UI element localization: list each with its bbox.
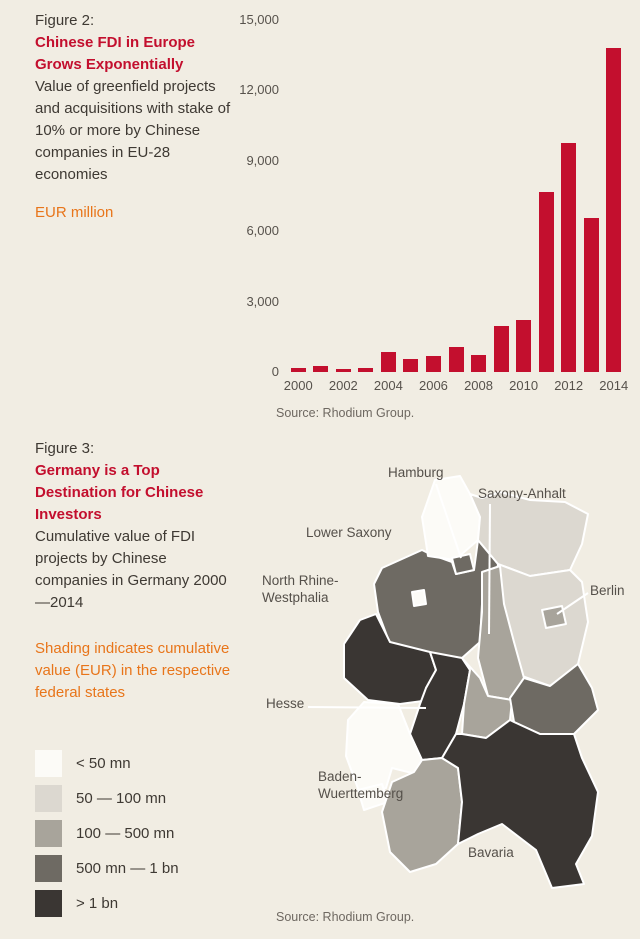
bar-2005 [403,359,419,372]
berlin-leader-line [556,592,589,615]
legend-row: 100 — 500 mn [35,820,179,847]
bar-2009 [493,326,509,372]
figure3-note: Shading indicates cumulative value (EUR)… [35,640,231,701]
figure3-title: Germany is a Top Destination for Chinese… [35,462,204,523]
y-tick-label: 0 [271,364,279,379]
x-tick-label: 2004 [373,378,403,393]
bar-2004 [380,352,396,372]
state-bavaria [441,719,599,889]
map-label-berlin: Berlin [590,583,625,598]
y-tick-label: 9,000 [246,152,279,168]
fdi-bar-chart: 0 3,000 6,000 9,000 12,000 15,000 2000 2002 200… [235,10,635,410]
legend-label: > 1 bn [76,895,119,912]
figure2-source: Source: Rhodium Group. [276,406,415,420]
state-rhineland-palatinate [345,701,423,795]
legend-row: 500 mn — 1 bn [35,855,179,882]
figure2-text-block: Figure 2: Chinese FDI in Europe Grows Ex… [35,10,237,224]
x-tick-label: 2010 [509,378,539,393]
legend-swatch [35,855,62,882]
state-schleswig-holstein [421,475,481,561]
bar-2010 [516,320,532,372]
x-tick-label: 2002 [328,378,358,393]
hesse-leader-line [307,706,427,709]
x-tick-label: 2014 [599,378,629,393]
y-tick-label: 6,000 [246,223,279,239]
bar-2014 [606,48,622,372]
state-hamburg [451,553,475,575]
map-label-baden-wuerttemberg: Baden-Wuerttemberg [318,769,404,801]
map-label-saxony-anhalt: Saxony-Anhalt [478,486,566,501]
bar-2013 [583,218,599,372]
bar-2002 [335,368,351,372]
map-legend: < 50 mn 50 — 100 mn 100 — 500 mn 500 mn … [35,750,179,925]
state-north-rhine-westphalia [343,613,437,705]
y-tick-label: 12,000 [239,82,279,98]
legend-label: 500 mn — 1 bn [76,860,179,877]
bar-2007 [448,347,464,372]
bar-2001 [313,366,329,372]
map-label-north-rhine-westphalia: North Rhine-Westphalia [262,573,339,605]
fig2-x-axis: 2000 2002 2004 2006 2008 2010 2012 2014 [235,10,635,410]
map-label-hesse: Hesse [266,696,305,711]
map-label-lower-saxony: Lower Saxony [306,525,392,540]
y-tick-label: 15,000 [239,12,279,27]
bar-2003 [358,368,374,372]
figure3-text-block: Figure 3: Germany is a Top Destination f… [35,438,237,704]
figure3-description: Cumulative value of FDI projects by Chin… [35,528,227,611]
bar-2011 [538,192,554,372]
map-label-bavaria: Bavaria [468,845,514,860]
legend-swatch [35,890,62,917]
state-bremen [411,589,427,607]
legend-swatch [35,785,62,812]
fig2-bars [287,20,625,372]
legend-swatch [35,820,62,847]
saxony-anhalt-leader-line [488,503,491,635]
legend-label: 100 — 500 mn [76,825,175,842]
x-tick-label: 2000 [283,378,313,393]
legend-label: 50 — 100 mn [76,790,167,807]
germany-choropleth-map: Hamburg Saxony-Anhalt Lower Saxony North… [240,452,640,912]
fig2-y-axis: 0 3,000 6,000 9,000 12,000 15,000 [235,10,279,390]
x-tick-label: 2008 [464,378,493,393]
hamburg-leader-line [435,483,462,559]
legend-swatch [35,750,62,777]
figure2-title: Chinese FDI in Europe Grows Exponentiall… [35,34,196,73]
figure3-label: Figure 3: [35,440,95,457]
bar-2006 [425,356,441,372]
legend-label: < 50 mn [76,755,131,772]
legend-row: < 50 mn [35,750,179,777]
figure3-source: Source: Rhodium Group. [276,910,415,924]
y-tick-label: 3,000 [246,293,279,309]
x-tick-label: 2006 [418,378,448,393]
figure2-label: Figure 2: [35,12,95,29]
bar-2008 [471,355,487,372]
map-label-hamburg: Hamburg [388,465,444,480]
figure2-unit-label: EUR million [35,204,114,221]
legend-row: > 1 bn [35,890,179,917]
legend-row: 50 — 100 mn [35,785,179,812]
x-tick-label: 2012 [554,378,584,393]
germany-map-svg [307,475,599,889]
figure2-description: Value of greenfield projects and acquisi… [35,78,231,183]
bar-2012 [561,143,577,372]
bar-2000 [290,368,306,372]
